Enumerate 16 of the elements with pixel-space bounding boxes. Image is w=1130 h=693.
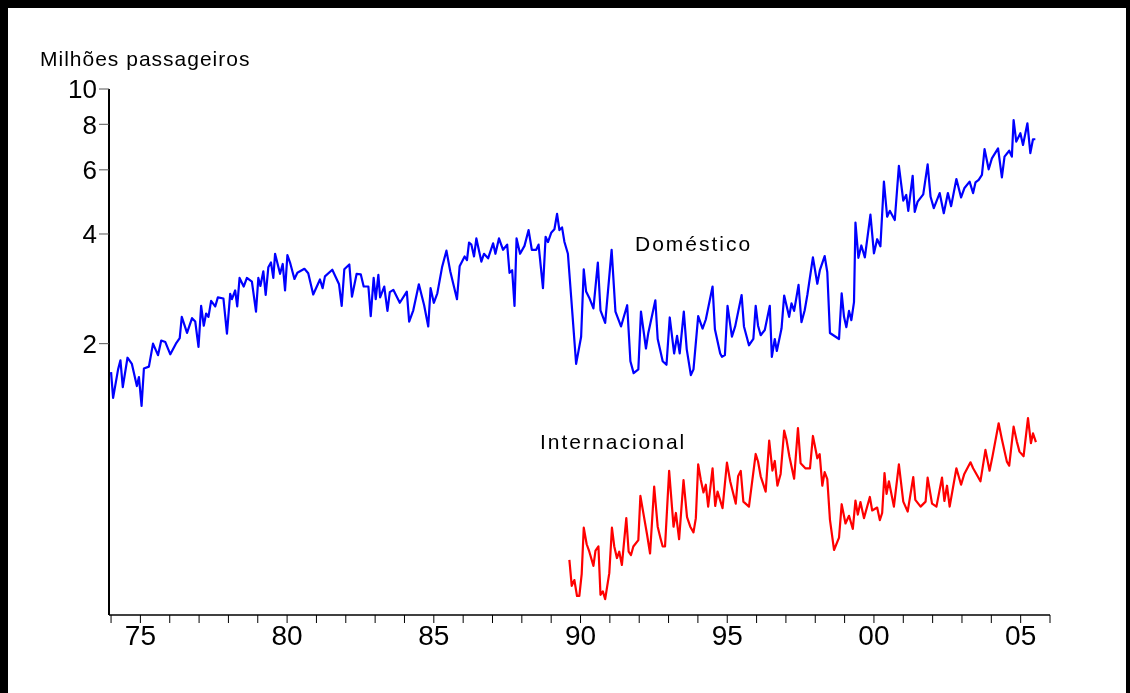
- x-tick-label: 90: [564, 619, 597, 651]
- x-tick-label: 05: [1005, 619, 1037, 651]
- x-tick-label: 75: [124, 619, 156, 651]
- x-tick-label: 85: [418, 619, 450, 651]
- line-series: [109, 118, 1037, 407]
- y-axis-title: Milhões passageiros: [40, 47, 251, 70]
- series-label: Doméstico: [635, 232, 753, 255]
- y-tick-label: 8: [82, 109, 97, 140]
- y-tick-label: 2: [82, 328, 97, 359]
- y-tick-label: 6: [82, 155, 97, 186]
- x-tick-label: 00: [858, 619, 890, 651]
- x-tick-label: 95: [711, 619, 743, 651]
- y-tick-label: 10: [68, 74, 97, 105]
- x-tick-label: 80: [271, 619, 303, 651]
- series-label: Internacional: [540, 430, 687, 453]
- y-tick-label: 4: [82, 219, 97, 250]
